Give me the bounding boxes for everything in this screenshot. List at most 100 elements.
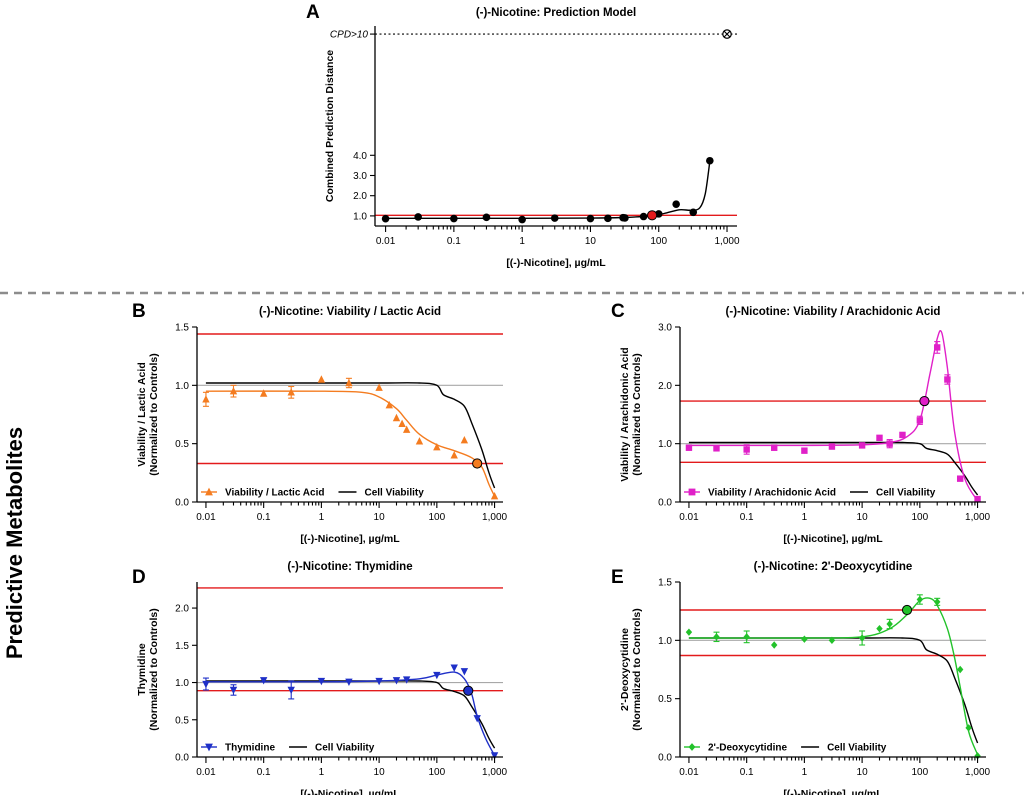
x-tick-label: 1,000 bbox=[482, 512, 507, 523]
data-point bbox=[345, 378, 353, 387]
x-tick-label: 10 bbox=[374, 512, 386, 523]
data-point bbox=[886, 620, 893, 628]
y-tick-label: 0.5 bbox=[175, 439, 189, 450]
data-point bbox=[899, 431, 906, 439]
y-tick-label: 0.0 bbox=[658, 498, 672, 509]
data-point bbox=[801, 635, 808, 643]
data-point bbox=[916, 417, 924, 424]
x-tick-label: 0.01 bbox=[196, 767, 216, 778]
y-tick-label: 0.5 bbox=[658, 694, 672, 705]
chart-panel-e: E (-)-Nicotine: 2'-Deoxycytidine 0.0 0.5 1.0… bbox=[611, 561, 991, 795]
data-point bbox=[450, 664, 458, 672]
data-point bbox=[460, 435, 469, 444]
data-point bbox=[482, 213, 491, 222]
data-point bbox=[317, 677, 326, 686]
x-tick-label: 0.1 bbox=[740, 767, 754, 778]
highlight-point bbox=[647, 210, 658, 221]
data-point bbox=[828, 636, 836, 645]
data-point bbox=[706, 156, 714, 165]
cell-viability-curve bbox=[688, 637, 979, 744]
x-axis-title: [(-)-Nicotine], µg/mL bbox=[783, 533, 883, 545]
data-point bbox=[743, 633, 750, 641]
panel-letter: D bbox=[132, 567, 146, 588]
y-tick-label: 1.5 bbox=[175, 323, 189, 334]
chart-title: (-)-Nicotine: 2'-Deoxycytidine bbox=[754, 561, 913, 573]
x-tick-label: 0.1 bbox=[447, 236, 461, 247]
y-tick-label: 1.0 bbox=[175, 678, 189, 689]
legend-label: Viability / Lactic Acid bbox=[225, 488, 324, 499]
data-point bbox=[685, 444, 693, 451]
data-point bbox=[202, 680, 210, 689]
y-tick-label: 3.0 bbox=[353, 171, 367, 182]
data-point bbox=[956, 475, 964, 482]
legend-label: 2'-Deoxycytidine bbox=[708, 743, 788, 754]
data-point bbox=[287, 388, 295, 396]
data-point bbox=[956, 665, 964, 674]
data-point bbox=[345, 678, 353, 686]
data-point bbox=[450, 451, 458, 459]
x-tick-label: 1,000 bbox=[965, 767, 990, 778]
y-axis-title: Viability / Arachidonic Acid bbox=[619, 347, 631, 481]
highlight-point bbox=[919, 395, 930, 407]
legend-label: Cell Viability bbox=[876, 488, 936, 499]
data-point bbox=[876, 434, 883, 442]
x-tick-label: 1,000 bbox=[715, 236, 740, 247]
data-point bbox=[771, 444, 778, 451]
data-point bbox=[259, 677, 268, 685]
panel-letter: C bbox=[611, 301, 625, 322]
charts-group: A (-)-Nicotine: Prediction Model 1.0 2.0 3.0… bbox=[132, 2, 991, 795]
chart-title: (-)-Nicotine: Viability / Arachidonic Ac… bbox=[726, 306, 941, 318]
y-tick-label: 1.0 bbox=[353, 211, 367, 222]
data-point bbox=[550, 214, 559, 222]
data-point bbox=[392, 677, 401, 685]
x-tick-label: 1 bbox=[802, 512, 808, 523]
data-point bbox=[801, 447, 808, 454]
y-tick-label: 2.0 bbox=[658, 381, 672, 392]
x-tick-label: 1 bbox=[802, 767, 808, 778]
data-point bbox=[385, 400, 393, 409]
legend-label: Viability / Arachidonic Acid bbox=[708, 488, 836, 499]
data-point bbox=[450, 214, 458, 223]
x-tick-label: 1 bbox=[319, 512, 325, 523]
x-tick-label: 1 bbox=[519, 236, 525, 247]
data-point bbox=[934, 598, 941, 606]
data-point bbox=[621, 214, 629, 222]
y-axis-title: Thymidine bbox=[136, 643, 148, 696]
data-point bbox=[672, 200, 680, 208]
fit-curve bbox=[688, 330, 979, 502]
data-point bbox=[433, 671, 441, 680]
x-axis-title: [(-)-Nicotine], µg/mL bbox=[300, 788, 400, 795]
y-tick-label: 0.0 bbox=[175, 498, 189, 509]
x-tick-label: 0.1 bbox=[257, 512, 271, 523]
x-axis-title: [(-)-Nicotine], µg/mL bbox=[300, 533, 400, 545]
x-axis-title: [(-)-Nicotine], µg/mL bbox=[506, 257, 606, 269]
data-point bbox=[713, 633, 720, 641]
data-point bbox=[886, 440, 893, 447]
x-tick-label: 0.01 bbox=[376, 236, 396, 247]
legend-label: Cell Viability bbox=[364, 488, 424, 499]
y-tick-label: 4.0 bbox=[353, 151, 367, 162]
data-point bbox=[259, 389, 268, 397]
x-tick-label: 10 bbox=[857, 512, 869, 523]
data-point bbox=[490, 752, 499, 760]
data-point bbox=[490, 491, 499, 500]
legend-label: Cell Viability bbox=[827, 743, 887, 754]
y-axis-title: 2'-Deoxycytidine bbox=[619, 628, 631, 711]
data-point bbox=[934, 344, 941, 351]
y-tick-label: 3.0 bbox=[658, 323, 672, 334]
x-tick-label: 1,000 bbox=[965, 512, 990, 523]
fit-curve bbox=[205, 390, 496, 497]
panel-letter: E bbox=[611, 567, 624, 588]
chart-panel-c: C (-)-Nicotine: Viability / Arachidonic A… bbox=[611, 301, 991, 545]
highlight-point bbox=[463, 685, 474, 696]
data-point bbox=[460, 668, 469, 676]
x-tick-label: 0.01 bbox=[196, 512, 216, 523]
cell-viability-curve bbox=[688, 441, 979, 496]
chart-panel-b: B (-)-Nicotine: Viability / Lactic Acid 0.… bbox=[132, 301, 508, 545]
x-tick-label: 0.01 bbox=[679, 512, 699, 523]
side-title: Predictive Metabolites bbox=[2, 427, 27, 659]
data-point bbox=[974, 752, 981, 760]
panel-letter: A bbox=[306, 2, 320, 23]
y-axis-subtitle: (Normalized to Controls) bbox=[148, 608, 160, 731]
